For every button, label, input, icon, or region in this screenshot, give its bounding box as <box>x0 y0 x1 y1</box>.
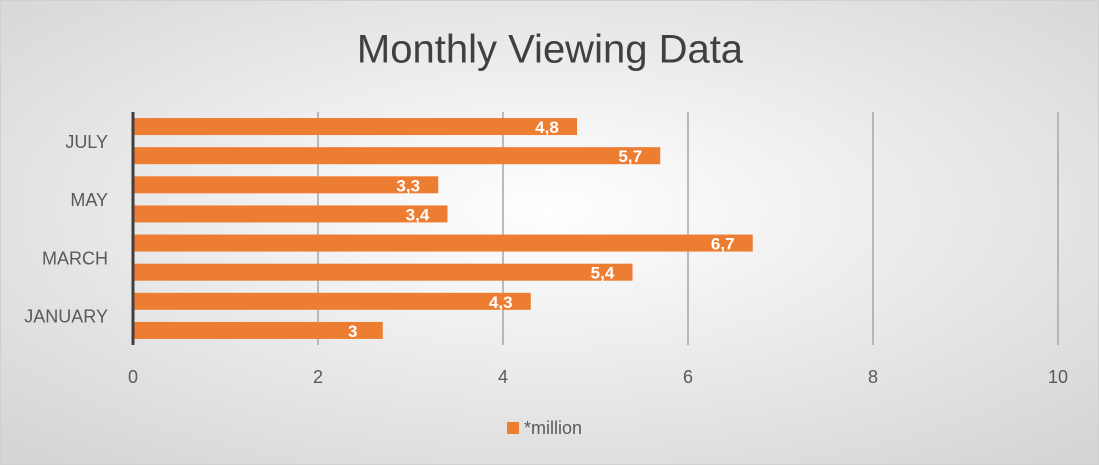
data-label: 3 <box>348 322 357 341</box>
bar <box>133 292 531 310</box>
data-label: 6,7 <box>711 235 735 254</box>
bar <box>133 147 661 165</box>
data-label: 5,4 <box>591 264 615 283</box>
legend-swatch <box>507 422 519 434</box>
data-label: 3,4 <box>406 205 430 224</box>
data-label: 4,8 <box>535 118 559 137</box>
bar <box>133 205 448 223</box>
x-tick-label: 10 <box>1048 367 1068 387</box>
bar <box>133 321 383 339</box>
data-label: 4,3 <box>489 293 513 312</box>
y-tick-label: JULY <box>65 132 108 152</box>
bar <box>133 263 633 281</box>
chart-title: Monthly Viewing Data <box>357 28 744 72</box>
bar <box>133 176 439 194</box>
data-label: 3,3 <box>396 176 420 195</box>
x-tick-label: 8 <box>868 367 878 387</box>
y-tick-label: JANUARY <box>24 307 108 327</box>
y-tick-label: MAY <box>70 190 108 210</box>
data-label: 5,7 <box>618 147 642 166</box>
x-tick-label: 6 <box>683 367 693 387</box>
x-tick-label: 4 <box>498 367 508 387</box>
x-tick-label: 2 <box>313 367 323 387</box>
legend-label: *million <box>524 418 582 438</box>
x-tick-label: 0 <box>128 367 138 387</box>
y-tick-label: MARCH <box>42 248 108 268</box>
bar <box>133 234 753 252</box>
bar <box>133 118 577 136</box>
